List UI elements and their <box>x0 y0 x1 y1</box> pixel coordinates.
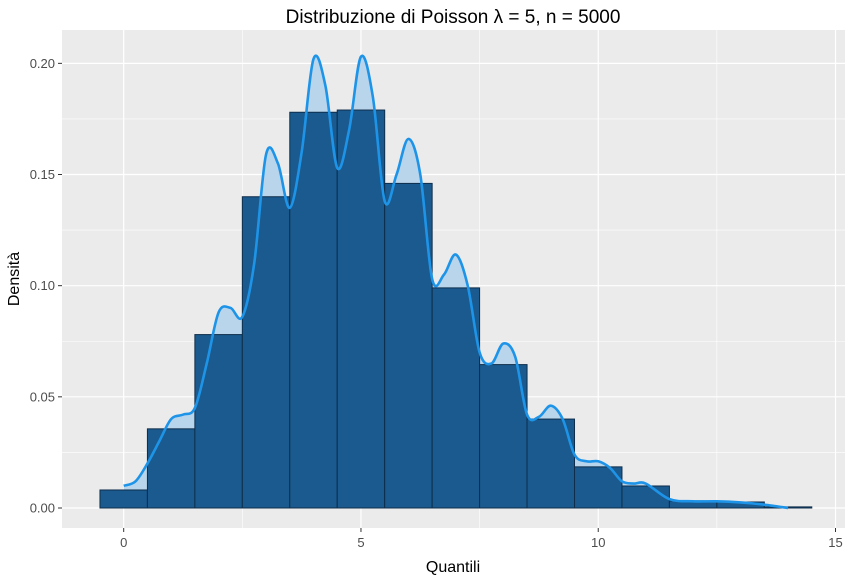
density-curve <box>123 54 789 510</box>
y-tick-label: 0.00 <box>30 500 55 515</box>
y-axis-label: Densità <box>6 252 23 306</box>
y-tick-label: 0.10 <box>30 278 55 293</box>
histogram-bar <box>431 287 481 509</box>
histogram-bar <box>241 196 291 509</box>
histogram-bar <box>99 489 148 509</box>
x-tick-label: 15 <box>828 535 842 550</box>
y-tick-label: 0.20 <box>30 56 55 71</box>
histogram-bar <box>194 334 243 509</box>
histogram-bar <box>146 428 196 509</box>
x-tick-label: 5 <box>357 535 364 550</box>
y-tick-label: 0.15 <box>30 167 55 182</box>
histogram-bar <box>621 485 670 509</box>
x-tick-label: 10 <box>591 535 605 550</box>
x-axis: 0 5 10 15 <box>120 528 843 550</box>
x-tick-label: 0 <box>120 535 127 550</box>
histogram-bar <box>336 109 386 509</box>
y-tick-label: 0.05 <box>30 389 55 404</box>
y-axis: 0.00 0.05 0.10 0.15 0.20 <box>30 56 62 515</box>
histogram-bar <box>479 364 528 509</box>
histogram-bar <box>384 182 433 509</box>
histogram-bar <box>289 111 338 509</box>
density-line <box>123 54 789 510</box>
x-axis-label: Quantili <box>426 559 480 576</box>
histogram-bars <box>99 109 813 509</box>
chart-title: Distribuzione di Poisson λ = 5, n = 5000 <box>286 7 621 28</box>
